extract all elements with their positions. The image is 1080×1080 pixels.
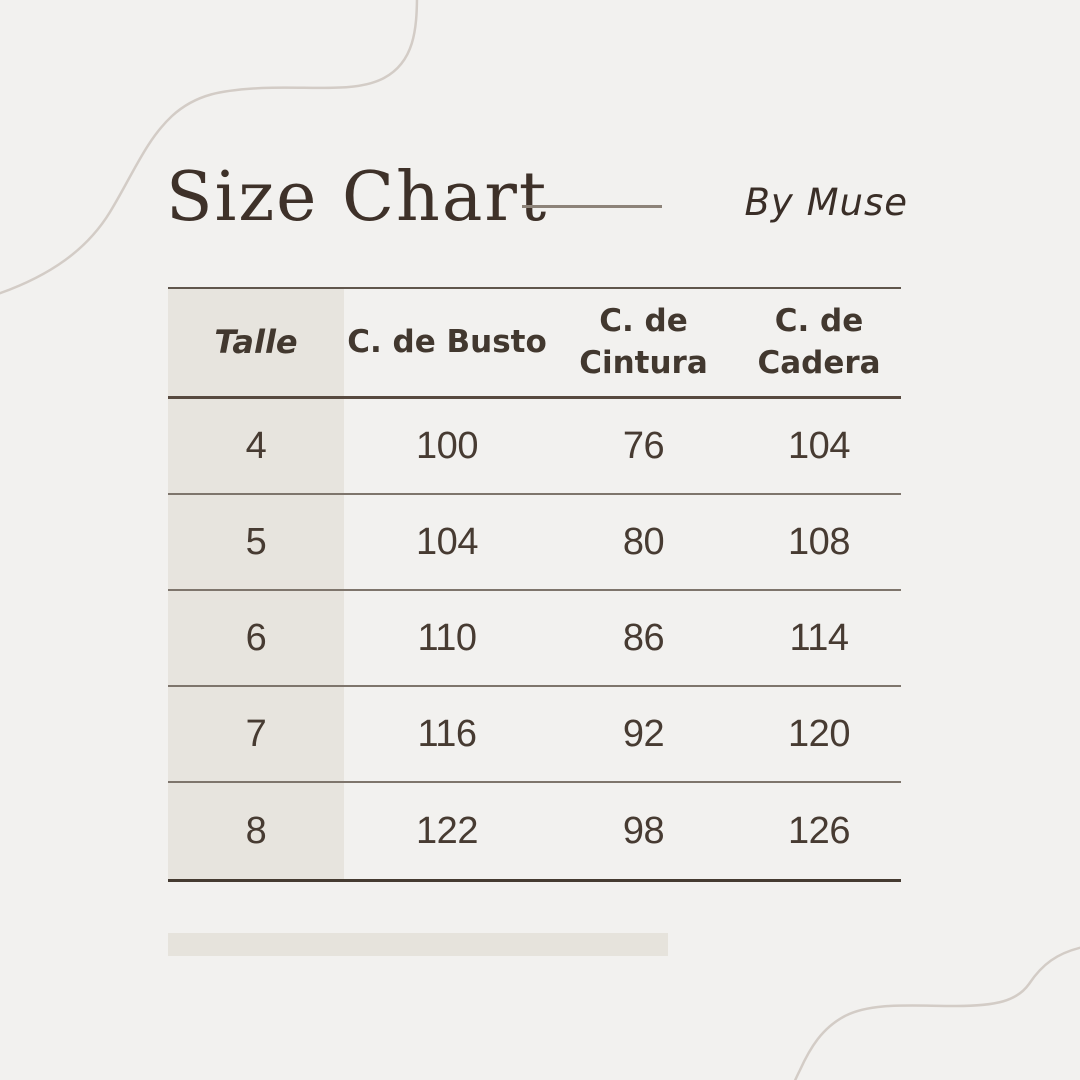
title-dash-line	[522, 205, 662, 208]
page-title: Size Chart	[166, 158, 549, 237]
cell-cadera: 104	[788, 424, 850, 467]
cell-busto: 104	[416, 520, 478, 563]
cell-cintura: 98	[622, 809, 665, 852]
cell-talle: 7	[245, 712, 267, 755]
decorative-curve-top-left	[0, 0, 419, 295]
table-header-row: Talle C. de Busto C. de Cintura C. de Ca…	[168, 289, 901, 399]
cell-cintura: 86	[622, 616, 665, 659]
cell-cintura: 80	[622, 520, 665, 563]
cell-cadera: 114	[789, 616, 849, 659]
cell-busto: 110	[417, 616, 477, 659]
byline: By Muse	[744, 181, 908, 224]
column-header-busto: C. de Busto	[347, 323, 547, 360]
cell-talle: 5	[245, 520, 267, 563]
cell-cadera: 126	[788, 809, 850, 852]
cell-cadera: 108	[788, 520, 850, 563]
cell-talle: 8	[245, 809, 267, 852]
footer-accent-bar	[168, 933, 668, 956]
first-column-background	[168, 289, 344, 879]
table-row-size-8: 8 122 98 126	[168, 783, 901, 879]
table-row-size-7: 7 116 92 120	[168, 687, 901, 783]
cell-cadera: 120	[788, 712, 850, 755]
column-header-cadera: C. de Cadera	[757, 302, 881, 381]
table-row-size-5: 5 104 80 108	[168, 495, 901, 591]
size-chart-table: Talle C. de Busto C. de Cintura C. de Ca…	[168, 287, 901, 882]
cell-busto: 116	[417, 712, 477, 755]
cell-busto: 100	[416, 424, 478, 467]
table-row-size-6: 6 110 86 114	[168, 591, 901, 687]
decorative-curve-bottom-right	[793, 946, 1080, 1080]
cell-cintura: 92	[622, 712, 665, 755]
cell-cintura: 76	[622, 424, 665, 467]
column-header-cintura: C. de Cintura	[579, 302, 708, 381]
column-header-talle: Talle	[214, 322, 298, 361]
cell-busto: 122	[416, 809, 478, 852]
cell-talle: 4	[245, 424, 267, 467]
cell-talle: 6	[245, 616, 267, 659]
table-row-size-4: 4 100 76 104	[168, 399, 901, 495]
